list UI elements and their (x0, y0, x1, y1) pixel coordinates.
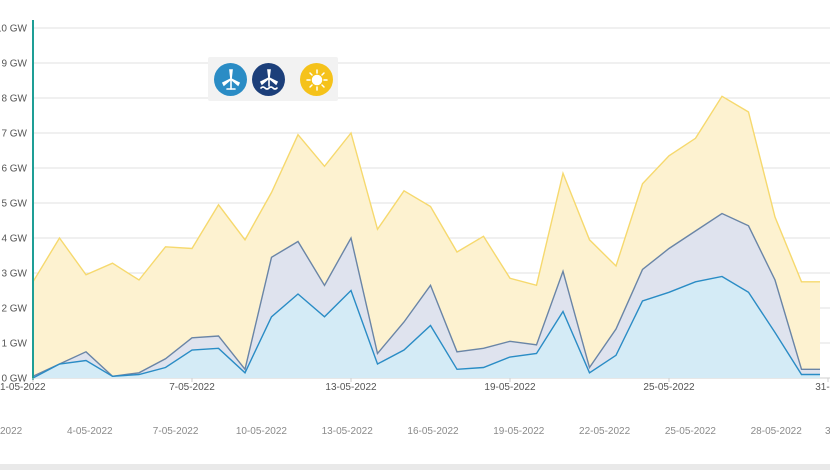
solar-area[interactable] (33, 96, 820, 377)
y-tick-label: 3 GW (1, 269, 27, 280)
solar-icon (305, 68, 328, 91)
y-tick-label: 10 GW (0, 24, 28, 35)
navigator-tick-label: 25-05-2022 (665, 426, 717, 437)
onshore-wind-icon (221, 68, 240, 90)
offshore-wind-toggle[interactable] (252, 63, 285, 96)
y-tick-label: 8 GW (1, 94, 27, 105)
y-tick-label: 1 GW (1, 339, 27, 350)
y-tick-label: 0 GW (1, 374, 27, 385)
navigator-tick-label: 4-05-2022 (67, 426, 113, 437)
x-tick-labels: 1-05-2022 7-05-2022 13-05-2022 19-05-2022 25… (0, 378, 830, 393)
navigator-tick-label: 13-05-2022 (322, 426, 374, 437)
solar-toggle[interactable] (300, 63, 333, 96)
solar-line (32, 95, 820, 287)
y-tick-labels: 0 GW 1 GW 2 GW 3 GW 4 GW 5 GW 6 GW 7 GW 8 GW 9 GW… (0, 24, 28, 385)
y-tick-label: 2 GW (1, 304, 27, 315)
y-tick-label: 7 GW (1, 129, 27, 140)
navigator-tick-label: 3 (825, 426, 830, 437)
y-tick-label: 9 GW (1, 59, 27, 70)
stacked-areas[interactable] (33, 96, 820, 378)
onshore-wind-line (32, 275, 820, 379)
navigator-tick-labels: 2022 4-05-2022 7-05-2022 10-05-2022 13-05-20… (0, 426, 830, 437)
onshore-wind-toggle[interactable] (214, 63, 247, 96)
x-tick-label: 19-05-2022 (484, 382, 536, 393)
offshore-wind-icon (259, 68, 278, 90)
x-tick-label: 1-05-2022 (0, 382, 46, 393)
navigator-tick-label: 19-05-2022 (493, 426, 545, 437)
x-tick-label: 25-05-2022 (643, 382, 695, 393)
x-tick-label: 7-05-2022 (169, 382, 215, 393)
navigator-tick-label: 7-05-2022 (153, 426, 199, 437)
navigator-scrollbar[interactable] (0, 464, 830, 470)
y-tick-label: 6 GW (1, 164, 27, 175)
navigator-tick-label: 28-05-2022 (751, 426, 803, 437)
y-tick-label: 5 GW (1, 199, 27, 210)
legend (208, 57, 338, 101)
onshore-wind-area[interactable] (33, 276, 820, 379)
offshore-wind-line (32, 212, 820, 378)
navigator-tick-label: 22-05-2022 (579, 426, 631, 437)
navigator-tick-label: 16-05-2022 (407, 426, 459, 437)
x-tick-label: 13-05-2022 (325, 382, 377, 393)
navigator-tick-label: 10-05-2022 (236, 426, 288, 437)
x-tick-label: 31-05 (815, 382, 830, 393)
y-tick-label: 4 GW (1, 234, 27, 245)
series-lines (32, 95, 820, 379)
offshore-wind-area[interactable] (33, 213, 820, 379)
navigator-tick-label: 2022 (0, 426, 23, 437)
